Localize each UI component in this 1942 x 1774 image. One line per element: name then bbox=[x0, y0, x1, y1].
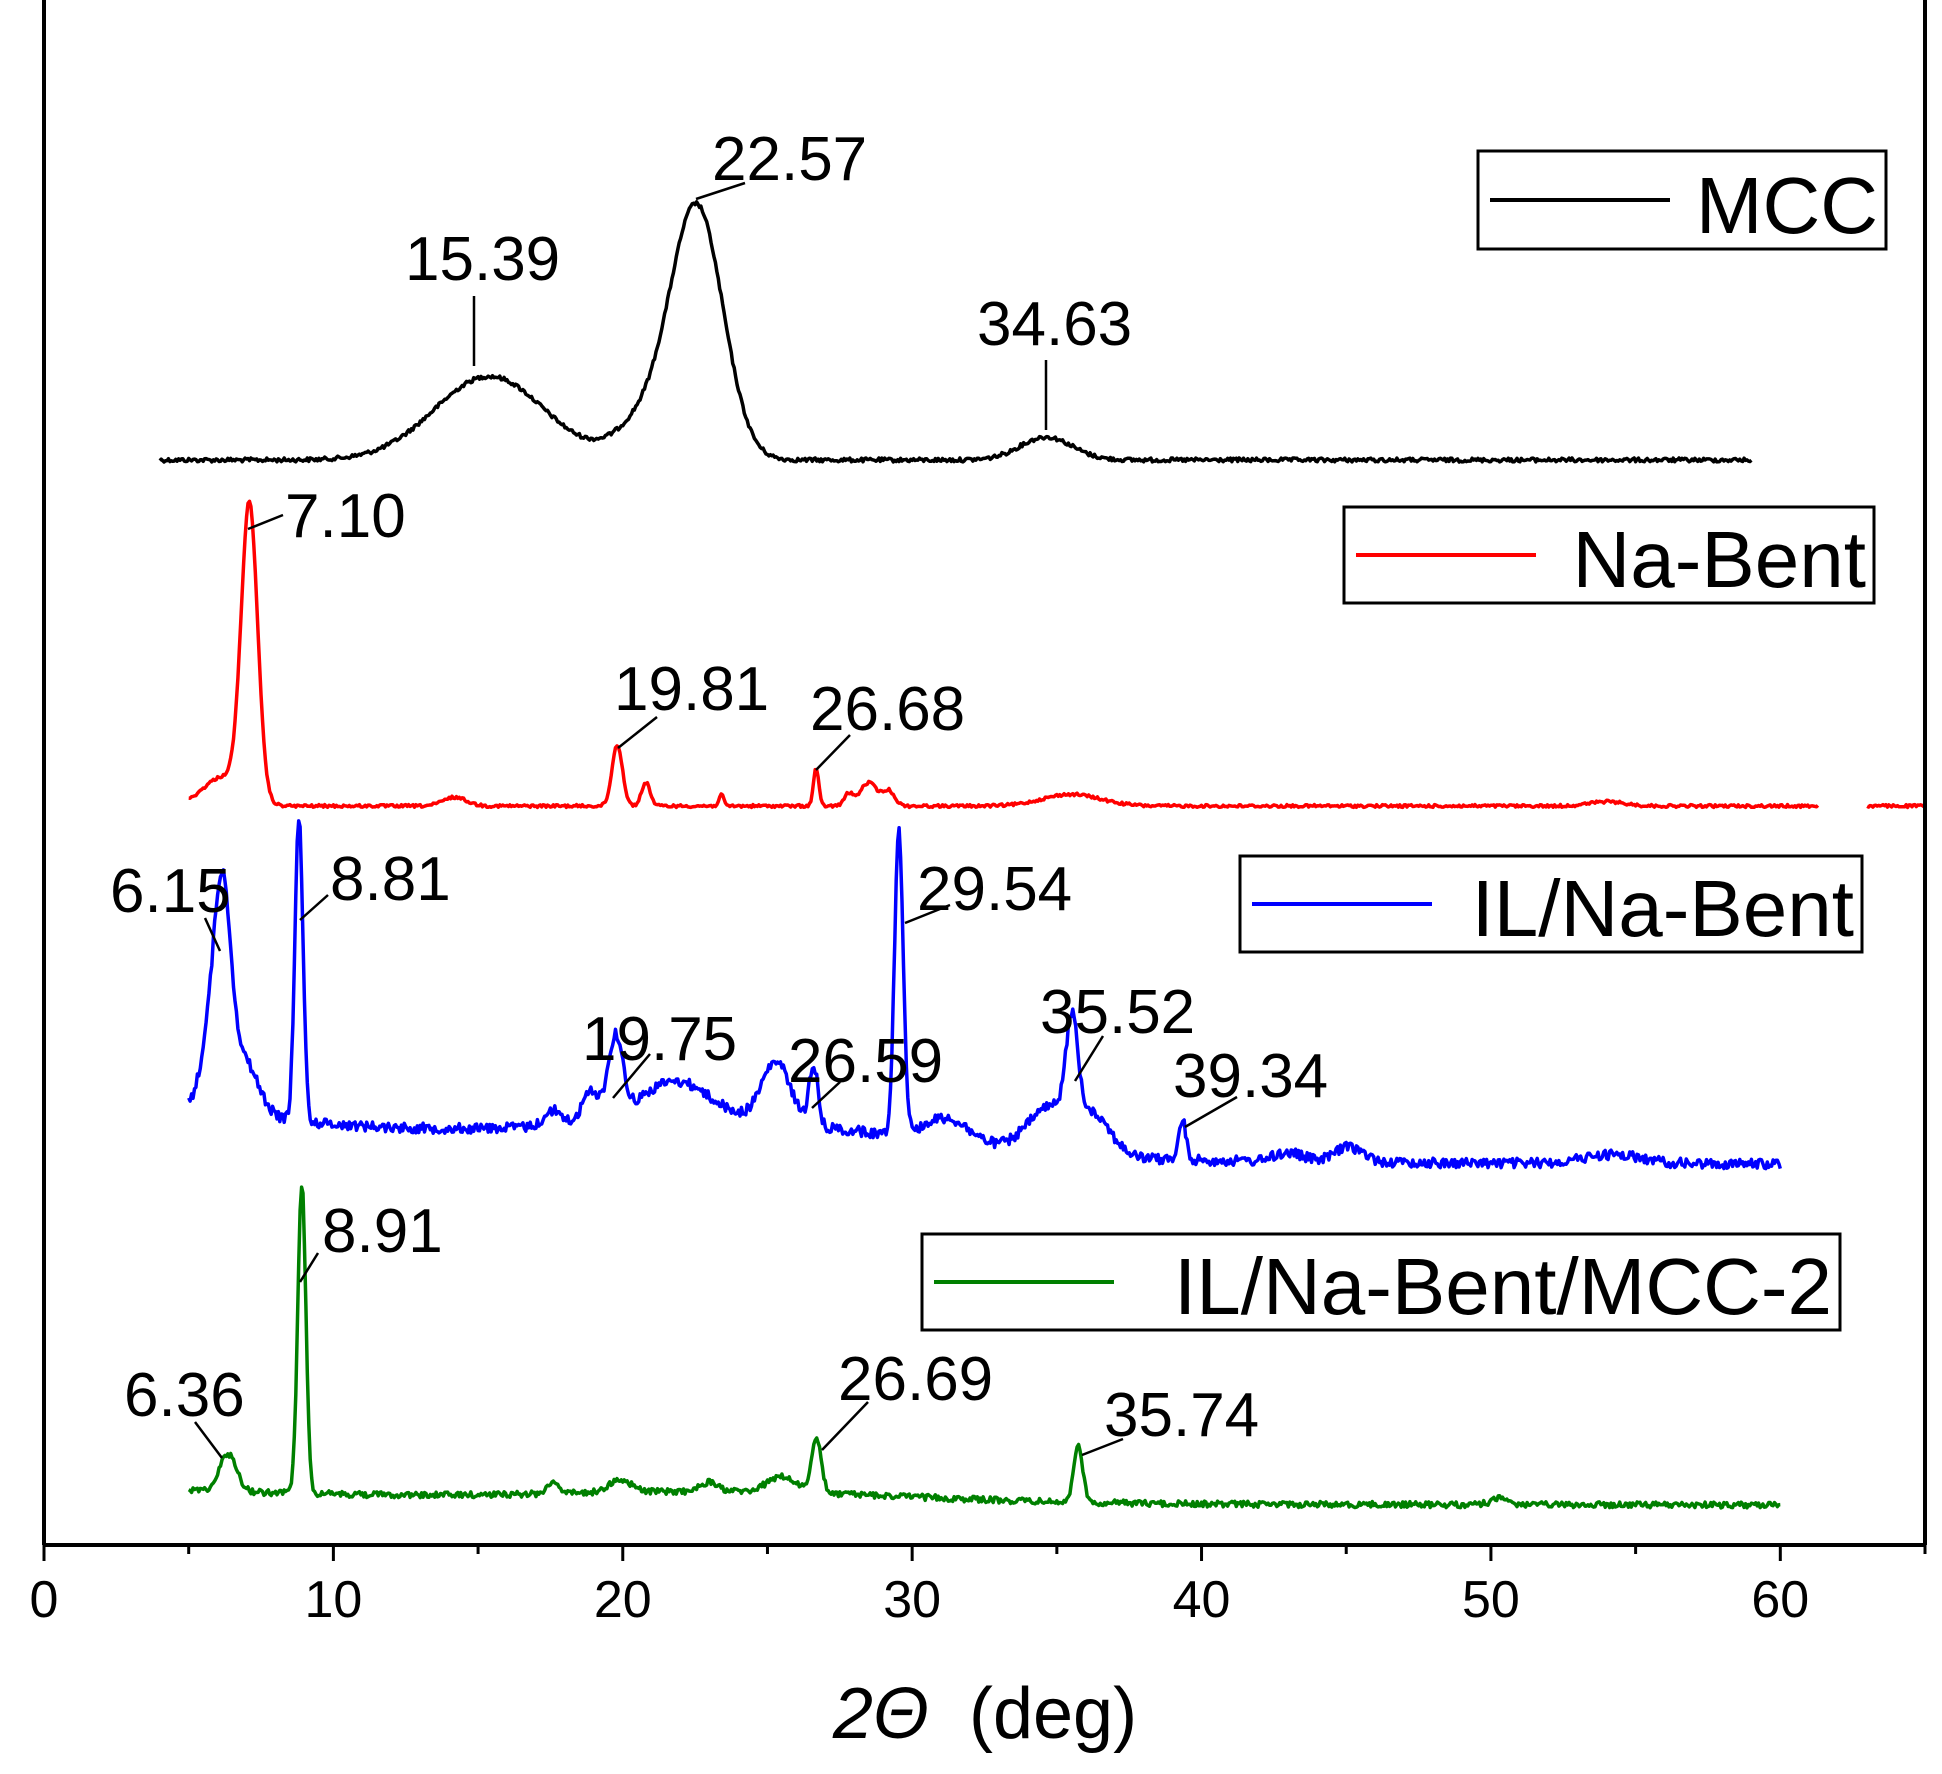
peak-label: 35.74 bbox=[1104, 1381, 1259, 1450]
peak-label: 35.52 bbox=[1040, 978, 1195, 1047]
x-tick-label: 50 bbox=[1462, 1571, 1520, 1629]
peak-leader-line bbox=[203, 917, 222, 952]
x-axis-title: 2Θ (deg) bbox=[832, 1674, 1137, 1754]
peak-label: 29.54 bbox=[917, 855, 1072, 924]
peak-leader-line bbox=[811, 1081, 841, 1109]
legend-label: MCC bbox=[1696, 161, 1878, 250]
peak-label: 6.15 bbox=[110, 857, 231, 926]
peak-label: 7.10 bbox=[285, 482, 406, 551]
series-line bbox=[188, 499, 1820, 810]
x-axis-unit: (deg) bbox=[969, 1674, 1137, 1754]
peak-label: 39.34 bbox=[1173, 1042, 1328, 1111]
legend-1: Na-Bent bbox=[1342, 505, 1876, 605]
peak-label: 26.59 bbox=[788, 1027, 943, 1096]
x-tick-label: 40 bbox=[1173, 1571, 1231, 1629]
peak-leader-line bbox=[904, 903, 951, 925]
peak-annotations: 15.39 22.57 34.63 7.10 19.81 26.68 6.15 8.81 19.… bbox=[110, 125, 1328, 1459]
x-tick-label: 30 bbox=[883, 1571, 941, 1629]
peak-label: 22.57 bbox=[712, 125, 867, 194]
legend-2: IL/Na-Bent bbox=[1238, 854, 1864, 954]
peak-leader-line bbox=[194, 1421, 223, 1459]
peak-leader-line bbox=[617, 716, 658, 749]
peak-leader-line bbox=[815, 734, 851, 771]
x-ticks: 0 10 20 30 40 50 60 bbox=[30, 1545, 1927, 1629]
legend-label: IL/Na-Bent/MCC-2 bbox=[1174, 1242, 1832, 1331]
series-line bbox=[187, 819, 1782, 1171]
legend-0: MCC bbox=[1476, 149, 1888, 251]
peak-leader-line bbox=[247, 513, 284, 531]
peak-label: 15.39 bbox=[405, 225, 560, 294]
peak-leader-line bbox=[299, 894, 329, 921]
peak-leader-line bbox=[1184, 1095, 1238, 1129]
peak-leader-line bbox=[1081, 1437, 1124, 1457]
peak-leader-line bbox=[298, 1252, 320, 1283]
x-axis-symbol: 2Θ bbox=[832, 1674, 929, 1754]
x-tick-label: 60 bbox=[1751, 1571, 1809, 1629]
peak-leader-line bbox=[1073, 1035, 1105, 1082]
peak-label: 8.91 bbox=[322, 1197, 443, 1266]
peak-label: 26.68 bbox=[810, 675, 965, 744]
peak-leader-line bbox=[695, 181, 746, 201]
series-traces bbox=[158, 200, 1926, 1510]
legend-label: Na-Bent bbox=[1573, 515, 1866, 604]
legends: MCC Na-Bent IL/Na-Bent IL/Na-Bent/MCC-2 bbox=[920, 149, 1888, 1332]
x-tick-label: 20 bbox=[594, 1571, 652, 1629]
x-tick-label: 0 bbox=[30, 1571, 59, 1629]
legend-3: IL/Na-Bent/MCC-2 bbox=[920, 1232, 1842, 1332]
peak-label: 6.36 bbox=[124, 1361, 245, 1430]
peak-leader-line bbox=[612, 1053, 651, 1099]
peak-label: 19.75 bbox=[582, 1005, 737, 1074]
peak-label: 34.63 bbox=[977, 290, 1132, 359]
series-line bbox=[1866, 802, 1926, 810]
series-line bbox=[158, 200, 1753, 464]
series-line bbox=[187, 1185, 1781, 1510]
axes: 0 10 20 30 40 50 60 bbox=[30, 0, 1927, 1629]
x-tick-label: 10 bbox=[304, 1571, 362, 1629]
peak-label: 26.69 bbox=[838, 1345, 993, 1414]
peak-label: 19.81 bbox=[614, 655, 769, 724]
peak-leader-line bbox=[821, 1401, 869, 1451]
legend-label: IL/Na-Bent bbox=[1472, 864, 1854, 953]
peak-label: 8.81 bbox=[330, 845, 451, 914]
